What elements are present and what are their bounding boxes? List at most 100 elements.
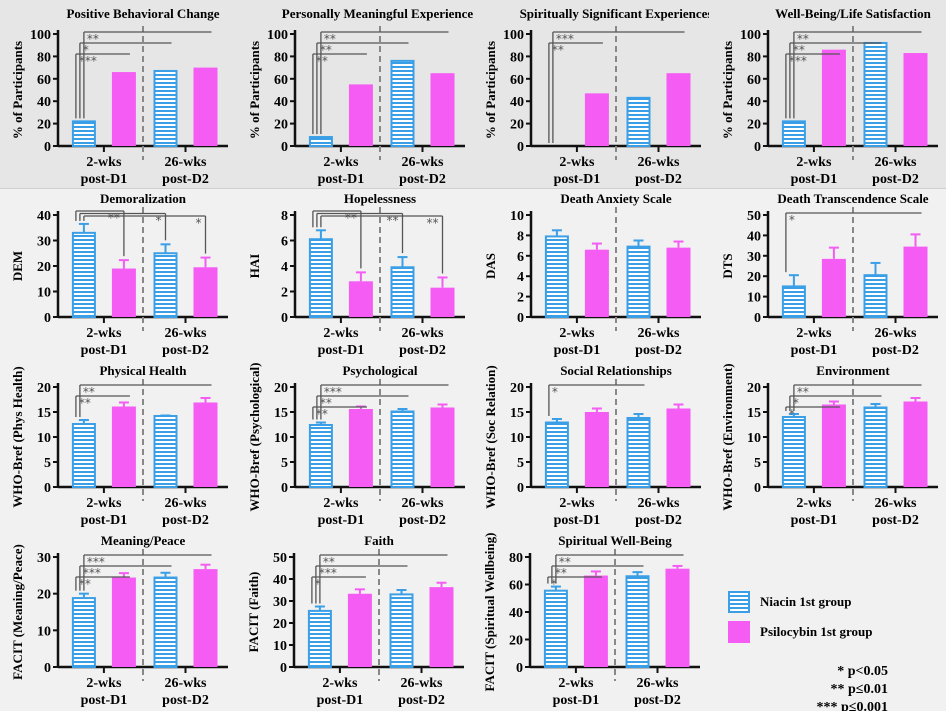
chart-svg: Meaning/Peace FACIT (Meaning/Peace) 0 10 20 3… — [10, 533, 228, 708]
x-tick-label: 2-wks — [86, 496, 122, 511]
x-tick-label: post-D2 — [398, 693, 445, 708]
bar-psilocybin — [584, 249, 609, 317]
y-tick-label: 20 — [747, 270, 761, 285]
pvalue-key: * p<0.05 ** p≤0.01 *** p≤0.001 — [728, 663, 888, 711]
bar-niacin — [781, 416, 806, 488]
y-tick-label: 40 — [274, 95, 288, 110]
y-tick-label: 100 — [503, 28, 524, 43]
y-tick-label: 30 — [747, 250, 761, 265]
panel-meaning-peace: Meaning/Peace FACIT (Meaning/Peace) 0 10 20 3… — [0, 531, 236, 711]
y-tick-label: 15 — [747, 406, 761, 421]
significance-label: ** — [386, 214, 398, 228]
x-tick-label: 2-wks — [322, 676, 358, 691]
y-tick-label: 30 — [273, 595, 287, 610]
bar-niacin — [626, 96, 651, 147]
y-tick-label: 20 — [747, 118, 761, 133]
y-tick-label: 20 — [509, 634, 523, 649]
x-tick-label: 2-wks — [323, 155, 359, 170]
y-tick-label: 10 — [37, 624, 51, 639]
x-tick-label: 26-wks — [874, 326, 917, 341]
y-axis-label: WHO-Bref (Soc Relation) — [483, 365, 498, 508]
y-tick-label: 0 — [44, 311, 51, 326]
significance-label: ** — [319, 396, 331, 410]
y-tick-label: 40 — [747, 229, 761, 244]
x-tick-label: post-D2 — [162, 513, 209, 528]
panel-positive-behavioral-change: Positive Behavioral Change % of Participa… — [0, 0, 237, 188]
chart-svg: Faith FACIT (Faith) 0 10 20 30 40 50 2-wks post-D… — [246, 533, 464, 708]
chart-title: Well-Being/Life Satisfaction — [775, 6, 931, 21]
x-tick-label: post-D1 — [790, 172, 837, 187]
chart-title: Personally Meaningful Experiences — [281, 6, 472, 21]
significance-label: ** — [426, 216, 438, 230]
x-tick-label: 26-wks — [637, 155, 680, 170]
y-tick-label: 5 — [281, 456, 288, 471]
x-tick-label: post-D1 — [790, 513, 837, 528]
bar-niacin — [626, 417, 651, 488]
chart-title: Demoralization — [100, 191, 187, 206]
x-tick-label: 2-wks — [559, 326, 595, 341]
panel-death-transcendence-scale: Death Transcendence Scale DTS 0 10 20 30 40 50 2… — [710, 189, 946, 361]
y-tick-label: 0 — [280, 661, 287, 676]
y-axis-label: DTS — [720, 253, 735, 278]
significance-label: * — [788, 407, 794, 421]
y-tick-label: 10 — [37, 286, 51, 301]
y-tick-label: 20 — [37, 588, 51, 603]
y-tick-label: 0 — [516, 661, 523, 676]
significance-label: ** — [79, 396, 91, 410]
bar-psilocybin — [903, 246, 927, 317]
significance-label: * — [196, 216, 202, 230]
psilocybin-swatch — [728, 621, 750, 643]
x-tick-label: 2-wks — [559, 155, 595, 170]
significance-label: * — [156, 214, 162, 228]
x-tick-label: post-D2 — [162, 693, 209, 708]
y-tick-label: 60 — [509, 579, 523, 594]
pvalue-3: *** p≤0.001 — [816, 700, 888, 711]
x-tick-label: 26-wks — [874, 496, 917, 511]
y-tick-label: 80 — [274, 50, 288, 65]
bar-psilocybin — [430, 287, 454, 317]
significance-label: ** — [796, 32, 808, 46]
bar-niacin — [625, 575, 650, 668]
x-tick-label: 2-wks — [86, 326, 122, 341]
panel-environment: Environment WHO-Bref (Environment) 0 5 10 15 2… — [710, 361, 946, 531]
x-tick-label: post-D1 — [81, 693, 128, 708]
y-tick-label: 0 — [517, 311, 524, 326]
x-tick-label: 26-wks — [401, 496, 444, 511]
bar-psilocybin — [666, 73, 691, 146]
significance-label: ** — [323, 555, 335, 569]
x-tick-label: 26-wks — [637, 326, 680, 341]
y-tick-label: 100 — [267, 28, 288, 43]
bar-psilocybin — [111, 406, 136, 487]
bar-psilocybin — [903, 401, 927, 487]
y-axis-label: FACIT (Meaning/Peace) — [10, 544, 25, 680]
bar-psilocybin — [193, 267, 218, 317]
bar-niacin — [308, 136, 333, 147]
y-tick-label: 2 — [281, 286, 288, 301]
significance-label: * — [83, 43, 89, 57]
x-tick-label: 26-wks — [401, 155, 444, 170]
significance-label: ** — [315, 54, 327, 68]
y-tick-label: 50 — [747, 209, 761, 224]
x-tick-label: 26-wks — [400, 676, 443, 691]
x-tick-label: 26-wks — [636, 676, 679, 691]
bar-psilocybin — [193, 67, 218, 146]
panel-physical-health: Physical Health WHO-Bref (Phys Health) 0 5 1… — [0, 361, 237, 531]
y-tick-label: 10 — [510, 209, 524, 224]
y-tick-label: 60 — [747, 73, 761, 88]
pvalue-2: ** p≤0.01 — [830, 682, 888, 697]
bar-niacin — [153, 252, 178, 318]
bar-niacin — [71, 231, 96, 318]
significance-label: *** — [83, 566, 101, 580]
bar-niacin — [390, 410, 414, 488]
y-axis-label: DEM — [10, 251, 25, 281]
x-tick-label: post-D1 — [317, 343, 364, 358]
y-tick-label: 6 — [517, 250, 524, 265]
significance-label: ** — [796, 385, 808, 399]
y-tick-label: 10 — [274, 431, 288, 446]
panel-spiritual-well-being: Spiritual Well-Being FACIT (Spiritual Wel… — [472, 531, 708, 711]
bar-psilocybin — [193, 569, 218, 667]
chart-svg: Spiritually Significant Experiences % of … — [483, 6, 709, 187]
x-tick-label: post-D1 — [554, 172, 601, 187]
y-tick-label: 40 — [509, 606, 523, 621]
panel-social-relationships: Social Relationships WHO-Bref (Soc Relati… — [473, 361, 710, 531]
